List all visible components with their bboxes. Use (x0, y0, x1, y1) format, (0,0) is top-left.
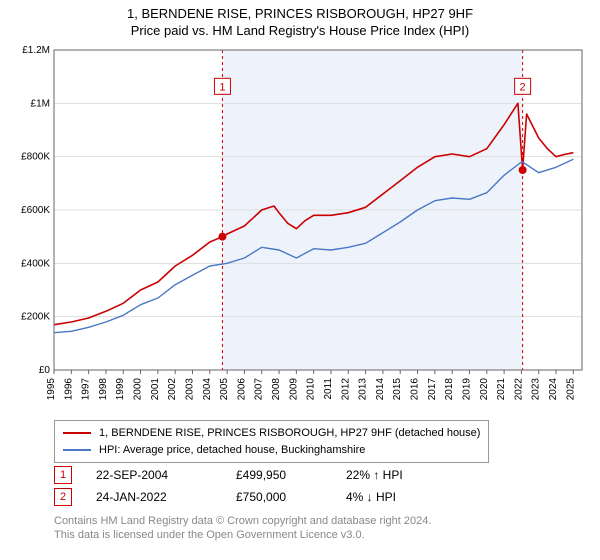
footer-line-2: This data is licensed under the Open Gov… (54, 528, 431, 542)
svg-text:2003: 2003 (184, 378, 195, 401)
legend-row-2: HPI: Average price, detached house, Buck… (63, 442, 480, 459)
legend: 1, BERNDENE RISE, PRINCES RISBOROUGH, HP… (54, 420, 489, 463)
svg-text:2002: 2002 (167, 378, 178, 401)
svg-text:1999: 1999 (115, 378, 126, 401)
sale-badge-2: 2 (54, 488, 72, 506)
sale-delta-1: 22% ↑ HPI (346, 468, 456, 482)
svg-text:2011: 2011 (323, 378, 334, 400)
svg-text:2021: 2021 (496, 378, 507, 401)
svg-text:1997: 1997 (81, 378, 92, 401)
svg-text:£1M: £1M (31, 98, 50, 109)
title-line-1: 1, BERNDENE RISE, PRINCES RISBOROUGH, HP… (0, 6, 600, 23)
legend-label-1: 1, BERNDENE RISE, PRINCES RISBOROUGH, HP… (99, 425, 480, 442)
chart: £0 £200K £400K £600K £800K £1M £1.2M 1995 1996 19… (8, 44, 592, 414)
svg-text:2023: 2023 (531, 378, 542, 401)
svg-text:£200K: £200K (21, 312, 50, 323)
svg-text:£600K: £600K (21, 205, 50, 216)
svg-text:2005: 2005 (219, 378, 230, 401)
legend-swatch-1 (63, 432, 91, 434)
svg-text:2024: 2024 (548, 378, 559, 401)
sale-badge-1: 1 (54, 466, 72, 484)
svg-text:2000: 2000 (133, 378, 144, 401)
svg-text:2004: 2004 (202, 378, 213, 401)
sale-price-2: £750,000 (236, 490, 346, 504)
svg-text:2022: 2022 (513, 378, 524, 401)
sale-date-1: 22-SEP-2004 (96, 468, 236, 482)
table-row: 2 24-JAN-2022 £750,000 4% ↓ HPI (54, 486, 456, 508)
svg-text:£400K: £400K (21, 258, 50, 269)
svg-text:1995: 1995 (46, 378, 57, 401)
legend-row-1: 1, BERNDENE RISE, PRINCES RISBOROUGH, HP… (63, 425, 480, 442)
footer-line-1: Contains HM Land Registry data © Crown c… (54, 514, 431, 528)
legend-swatch-2 (63, 449, 91, 451)
svg-text:2020: 2020 (479, 378, 490, 401)
svg-text:2006: 2006 (236, 378, 247, 401)
svg-text:1996: 1996 (63, 378, 74, 401)
sales-table: 1 22-SEP-2004 £499,950 22% ↑ HPI 2 24-JA… (54, 464, 456, 508)
svg-text:2008: 2008 (271, 378, 282, 401)
svg-text:2009: 2009 (288, 378, 299, 401)
svg-text:2001: 2001 (150, 378, 161, 401)
svg-text:2: 2 (520, 81, 526, 93)
sale-delta-2: 4% ↓ HPI (346, 490, 456, 504)
svg-text:2012: 2012 (340, 378, 351, 401)
svg-text:2025: 2025 (565, 378, 576, 401)
svg-text:2018: 2018 (444, 378, 455, 401)
svg-text:2010: 2010 (306, 378, 317, 401)
svg-text:2014: 2014 (375, 378, 386, 401)
table-row: 1 22-SEP-2004 £499,950 22% ↑ HPI (54, 464, 456, 486)
svg-text:£0: £0 (39, 365, 51, 376)
chart-svg: £0 £200K £400K £600K £800K £1M £1.2M 1995 1996 19… (8, 44, 592, 414)
svg-text:1998: 1998 (98, 378, 109, 401)
svg-text:£1.2M: £1.2M (22, 45, 50, 56)
sale-date-2: 24-JAN-2022 (96, 490, 236, 504)
svg-text:£800K: £800K (21, 152, 50, 163)
sale-price-1: £499,950 (236, 468, 346, 482)
chart-title: 1, BERNDENE RISE, PRINCES RISBOROUGH, HP… (0, 0, 600, 40)
svg-text:2017: 2017 (427, 378, 438, 401)
svg-text:2013: 2013 (358, 378, 369, 401)
svg-text:2007: 2007 (254, 378, 265, 401)
svg-text:1: 1 (219, 81, 225, 93)
svg-text:2015: 2015 (392, 378, 403, 401)
svg-text:2019: 2019 (461, 378, 472, 401)
footer: Contains HM Land Registry data © Crown c… (54, 514, 431, 543)
title-line-2: Price paid vs. HM Land Registry's House … (0, 23, 600, 40)
legend-label-2: HPI: Average price, detached house, Buck… (99, 442, 365, 459)
svg-text:2016: 2016 (410, 378, 421, 401)
